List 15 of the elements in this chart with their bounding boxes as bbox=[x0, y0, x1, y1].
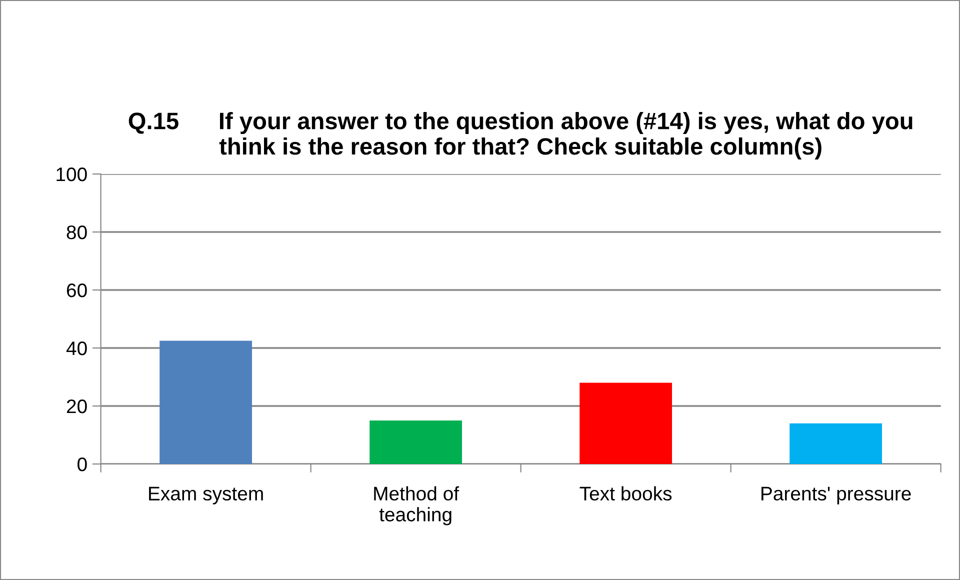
bar bbox=[160, 340, 252, 464]
y-tick-label: 20 bbox=[66, 399, 87, 414]
y-tick-label: 80 bbox=[66, 225, 87, 240]
y-tick-label: 60 bbox=[66, 283, 87, 298]
bar bbox=[580, 382, 672, 464]
x-tick-label: Parents' pressure bbox=[762, 486, 911, 504]
bar bbox=[370, 420, 462, 464]
x-tick-label: Text books bbox=[580, 486, 672, 501]
y-tick-label: 40 bbox=[66, 341, 87, 356]
chart-title: Q.15 If your answer to the question above (#14) is yes, what do you think is the reason for that? Check suitable column(s) bbox=[128, 112, 912, 160]
x-tick-label: Exam system bbox=[149, 486, 263, 504]
bar bbox=[790, 423, 882, 464]
y-tick-label: 100 bbox=[56, 167, 87, 182]
y-tick-label: 0 bbox=[78, 457, 87, 472]
x-tick-label: Method of teaching bbox=[374, 486, 460, 526]
